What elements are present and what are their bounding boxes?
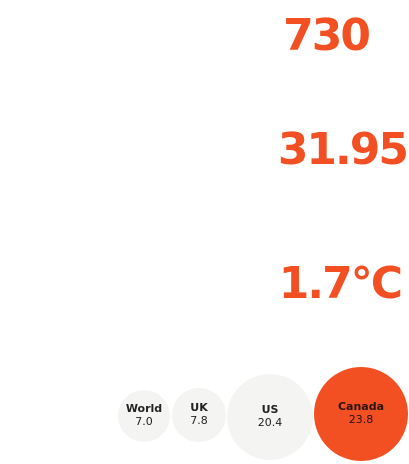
bubble-value: 7.8 (190, 414, 208, 427)
stat-value-3: 1.7°C (278, 258, 403, 309)
bubble-value: 23.8 (348, 413, 374, 426)
bubble-world: World 7.0 (118, 390, 170, 442)
stat-value-1: 730 (283, 10, 371, 61)
bubble-uk: UK 7.8 (172, 388, 226, 442)
bubble-label: World (125, 402, 163, 416)
bubble-canada: Canada 23.8 (314, 367, 408, 461)
bubble-label: Canada (337, 400, 385, 414)
bubble-value: 20.4 (257, 416, 283, 429)
stat-value-2: 31.95 (277, 124, 409, 175)
bubble-label: US (261, 403, 279, 417)
bubble-label: UK (190, 401, 208, 415)
bubble-us: US 20.4 (227, 374, 313, 460)
bubble-value: 7.0 (135, 415, 153, 428)
